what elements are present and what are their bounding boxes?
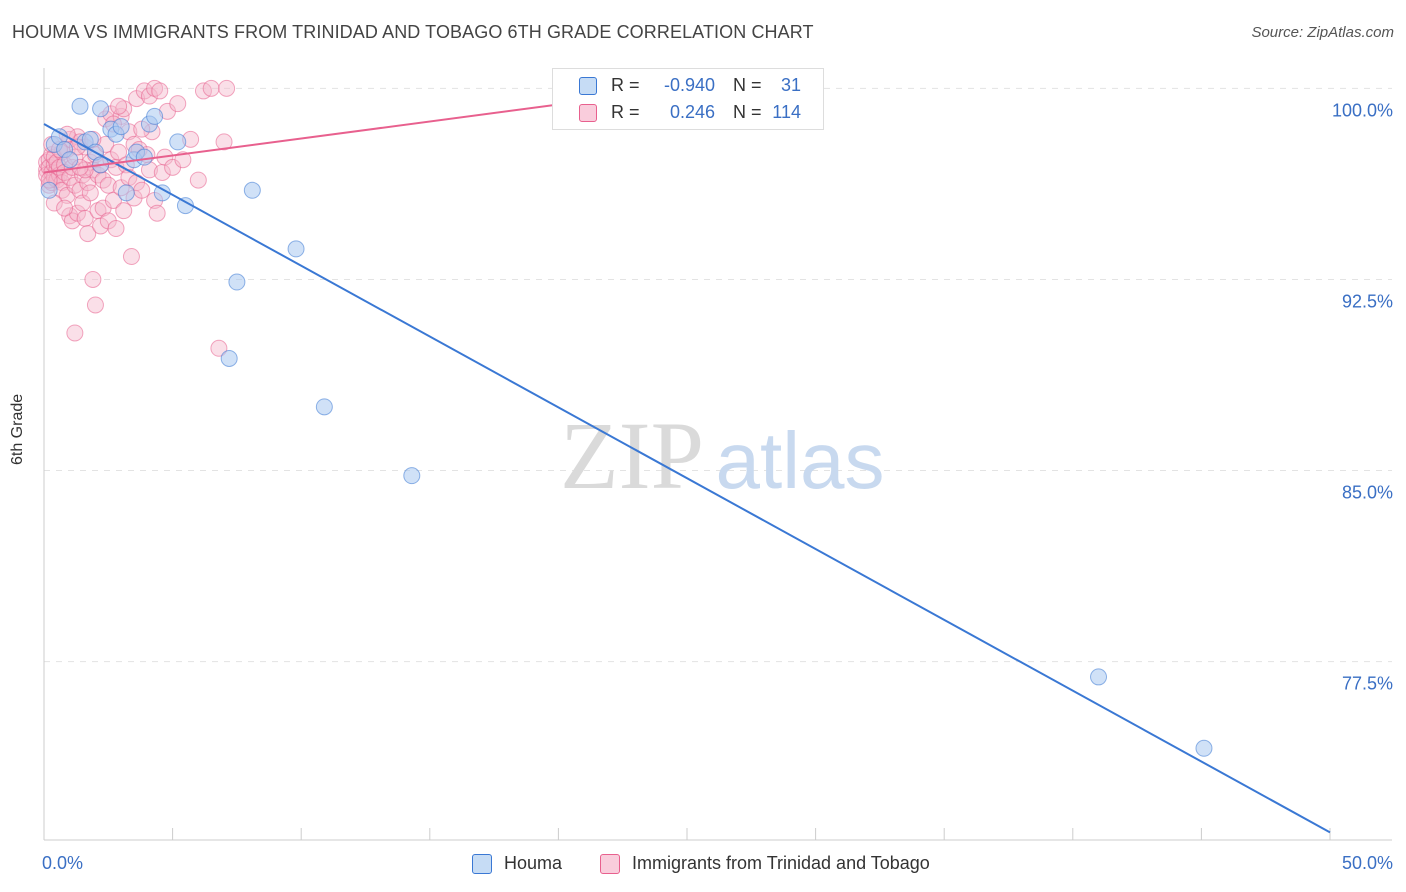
y-tick-label: 92.5% <box>1342 291 1393 311</box>
r-label: R = <box>611 75 640 95</box>
trinidad-point <box>86 296 104 314</box>
trinidad-swatch <box>579 104 597 122</box>
n-value: 31 <box>780 75 801 95</box>
houma-point <box>1090 668 1108 686</box>
trinidad-point <box>146 79 164 97</box>
r-label: R = <box>611 102 640 122</box>
x-tick-label-max: 50.0% <box>1342 853 1393 873</box>
n-value: 114 <box>772 102 801 122</box>
trinidad-point <box>110 143 128 161</box>
trinidad-point <box>210 339 228 357</box>
trinidad-point <box>169 95 187 113</box>
source-label: Source: ZipAtlas.com <box>1251 24 1394 41</box>
trinidad-point <box>99 176 117 194</box>
y-tick-label: 100.0% <box>1332 100 1393 120</box>
trinidad-point <box>215 133 233 151</box>
houma-legend-label: Houma <box>504 853 563 873</box>
x-tick-label-min: 0.0% <box>42 853 83 873</box>
houma-point <box>117 184 135 202</box>
trinidad-point <box>133 181 151 199</box>
houma-legend-swatch <box>472 854 492 874</box>
houma-point <box>243 181 261 199</box>
houma-point <box>92 100 110 118</box>
trinidad-point <box>84 270 102 288</box>
grid-lines <box>44 87 1392 663</box>
legend-row-trinidad: R = 0.246 N = 114 <box>553 102 823 126</box>
trinidad-point <box>151 82 169 100</box>
trinidad-point <box>115 100 133 118</box>
n-label: N = <box>733 102 762 122</box>
trinidad-point <box>218 79 236 97</box>
trinidad-point <box>81 184 99 202</box>
houma-point <box>1195 739 1213 757</box>
trinidad-point <box>104 191 122 209</box>
r-value: -0.940 <box>663 75 715 95</box>
trinidad-point <box>135 82 153 100</box>
trinidad-point <box>148 204 166 222</box>
watermark-atlas: atlas <box>716 416 885 505</box>
houma-point <box>169 133 187 151</box>
legend-row-houma: R = -0.940 N = 31 <box>553 75 823 99</box>
y-tick-label: 85.0% <box>1342 483 1393 503</box>
r-value: 0.246 <box>669 102 715 122</box>
houma-point <box>220 349 238 367</box>
houma-point <box>71 97 89 115</box>
trinidad-point <box>79 225 97 243</box>
trinidad-point <box>189 171 207 189</box>
correlation-legend: R = -0.940 N = 31 R = 0.246 N = 114 <box>552 68 824 130</box>
houma-point <box>315 398 333 416</box>
houma-point <box>287 240 305 258</box>
y-tick-label: 77.5% <box>1342 674 1393 694</box>
watermark-zip: ZIP <box>560 402 704 509</box>
trinidad-point <box>56 199 74 217</box>
trinidad-point <box>115 202 133 220</box>
trinidad-point <box>107 220 125 238</box>
chart-title: HOUMA VS IMMIGRANTS FROM TRINIDAD AND TO… <box>12 22 814 42</box>
tick-labels: 100.0% 92.5% 85.0% 77.5% 0.0% 50.0% <box>42 100 1393 873</box>
watermark: ZIP atlas <box>560 402 884 509</box>
houma-point <box>135 148 153 166</box>
houma-point <box>112 118 130 136</box>
houma-swatch <box>579 77 597 95</box>
trinidad-point <box>202 79 220 97</box>
trinidad-point <box>174 151 192 169</box>
houma-point <box>403 467 421 485</box>
series-legend: Houma Immigrants from Trinidad and Tobag… <box>0 853 1406 877</box>
houma-point <box>228 273 246 291</box>
trinidad-point <box>122 248 140 266</box>
houma-point <box>146 107 164 125</box>
houma-point <box>40 181 58 199</box>
trinidad-legend-swatch <box>600 854 620 874</box>
trinidad-legend-label: Immigrants from Trinidad and Tobago <box>632 853 930 873</box>
houma-point <box>61 151 79 169</box>
n-label: N = <box>733 75 762 95</box>
trinidad-point <box>110 97 128 115</box>
trinidad-point <box>66 324 84 342</box>
houma-trend-line <box>43 123 1331 834</box>
